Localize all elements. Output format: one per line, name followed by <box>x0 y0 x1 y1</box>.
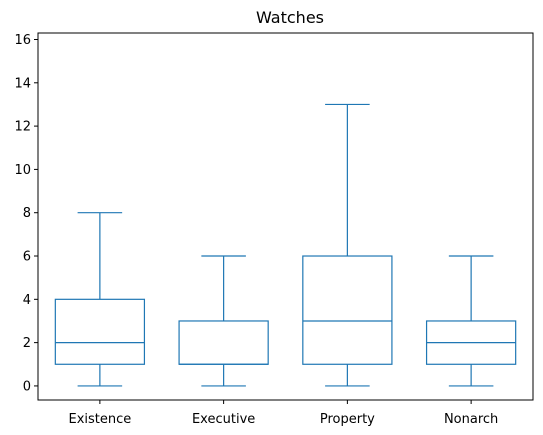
x-tick-label: Executive <box>192 412 255 427</box>
iqr-box <box>54 298 146 365</box>
iqr-box <box>178 320 269 365</box>
y-tick-label: 2 <box>23 336 31 351</box>
y-tick-label: 0 <box>23 379 31 394</box>
plot-area <box>54 103 517 387</box>
x-tick-label: Existence <box>68 412 131 427</box>
x-tick-label: Property <box>320 412 375 427</box>
plot-frame <box>37 32 534 401</box>
y-tick-label: 4 <box>23 293 31 308</box>
axes: 0 2 4 6 8 10 12 14 16 Existence Executive Property N… <box>14 32 534 427</box>
box-nonarch <box>425 255 517 387</box>
y-tick-label: 16 <box>14 33 31 48</box>
iqr-box <box>302 255 393 365</box>
y-tick-label: 14 <box>14 76 31 91</box>
y-tick-label: 10 <box>14 163 31 178</box>
y-tick-label: 6 <box>23 250 31 265</box>
y-tick-label: 8 <box>23 206 31 221</box>
x-tick-label: Nonarch <box>444 412 498 427</box>
box-property <box>302 103 393 387</box>
chart-title: Watches <box>256 8 324 27</box>
box-executive <box>178 255 269 387</box>
y-tick-label: 12 <box>14 120 31 135</box>
box-existence <box>54 212 146 387</box>
